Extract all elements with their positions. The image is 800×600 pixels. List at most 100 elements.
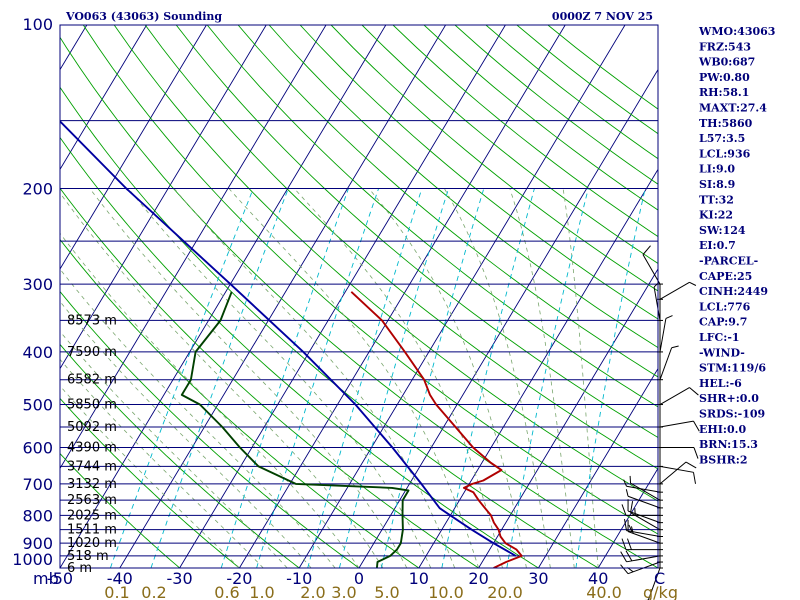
isotherm-line: [119, 25, 446, 568]
temperature-tick-label: -20: [226, 569, 252, 588]
moist-adiabat-line: [294, 188, 503, 568]
height-label: 518 m: [67, 549, 109, 564]
height-label: 1511 m: [67, 523, 117, 538]
mixing-ratio-tick-label: 40.0: [586, 583, 622, 600]
sounding-index-item: LCL:936: [699, 147, 751, 160]
height-label: 4390 m: [67, 441, 117, 456]
pressure-tick-label: 900: [22, 534, 53, 553]
mixing-ratio-tick-label: 20.0: [487, 583, 523, 600]
sounding-indices: WMO:43063 FRZ:543 WB0:687 PW:0.80 RH:58.1 MAX…: [698, 25, 775, 466]
sounding-index-item: SRDS:-109: [699, 408, 765, 421]
sounding-index-item: -PARCEL-: [699, 255, 758, 268]
sounding-index-item: -WIND-: [699, 346, 745, 359]
series-layer: [60, 119, 523, 568]
height-label: 8573 m: [67, 313, 117, 328]
isotherm-line: [538, 367, 658, 568]
isotherm-line: [239, 25, 566, 568]
sounding-index-item: SW:124: [699, 224, 746, 237]
sounding-index-item: MAXT:27.4: [699, 102, 767, 115]
temperature-tick-label: 10: [409, 569, 429, 588]
sounding-time: 0000Z 7 NOV 25: [552, 10, 653, 23]
height-labels: 8573 m 7590 m 6582 m 5850 m 5092 m 4390 m 3744…: [67, 313, 117, 576]
temperature-tick-label: -40: [107, 569, 133, 588]
sounding-index-item: KI:22: [699, 209, 733, 222]
isotherm-line: [298, 25, 626, 568]
height-label: 2563 m: [67, 493, 117, 508]
sounding-index-item: BSHR:2: [699, 453, 748, 466]
mixing-ratio-line: [307, 188, 423, 568]
parcel-profile-line: [60, 119, 517, 557]
sounding-index-item: CAP:9.7: [699, 316, 747, 329]
pressure-tick-label: 800: [22, 506, 53, 525]
height-label: 5092 m: [67, 420, 117, 435]
height-label: 5850 m: [67, 398, 117, 413]
isotherm-line: [597, 467, 658, 568]
sounding-index-item: FRZ:543: [699, 40, 751, 53]
temperature-axis: -50 -40 -30 -20 -10 0 10 20 30 40: [47, 569, 608, 588]
pressure-tick-label: 400: [22, 343, 53, 362]
mixing-ratio-line: [256, 188, 380, 568]
x-axis-unit: C: [654, 569, 665, 588]
height-label: 6 m: [67, 561, 92, 576]
sounding-index-item: TT:32: [699, 193, 734, 206]
mixing-ratio-tick-label: 0.2: [141, 583, 166, 600]
isotherm-line: [60, 25, 387, 568]
sounding-index-item: WB0:687: [698, 56, 755, 69]
isotherm-line: [179, 25, 506, 568]
mixing-ratio-tick-label: 0.1: [104, 583, 129, 600]
sounding-index-item: RH:58.1: [699, 86, 749, 99]
height-label: 1020 m: [67, 536, 117, 551]
height-label: 2025 m: [67, 508, 117, 523]
sounding-index-item: EI:0.7: [699, 239, 736, 252]
sounding-index-item: TH:5860: [699, 117, 753, 130]
isotherm-line: [60, 25, 267, 370]
sounding-index-item: LFC:-1: [699, 331, 740, 344]
isotherm-line: [418, 168, 658, 568]
moist-adiabat-line: [60, 232, 360, 568]
mixing-ratio-tick-label: 10.0: [428, 583, 464, 600]
mixing-ratio-tick-label: 2.0: [300, 583, 325, 600]
pressure-tick-label: 600: [22, 439, 53, 458]
sounding-index-item: CAPE:25: [699, 270, 752, 283]
wind-barb: [620, 550, 663, 563]
height-label: 6582 m: [67, 373, 117, 388]
sounding-index-item: L57:3.5: [699, 132, 745, 145]
height-label: 3132 m: [67, 477, 117, 492]
y-axis-unit: mb: [33, 569, 59, 588]
isotherm-line: [478, 268, 658, 568]
temperature-tick-label: 0: [354, 569, 364, 588]
sounding-index-item: PW:0.80: [699, 71, 750, 84]
temperature-tick-label: 30: [528, 569, 548, 588]
mixing-ratio-tick-label: 3.0: [331, 583, 356, 600]
isotherm-line: [60, 25, 207, 270]
pressure-tick-label: 500: [22, 396, 53, 415]
moist-adiabat-line: [173, 188, 456, 568]
pressure-tick-label: 100: [22, 15, 53, 34]
height-label: 7590 m: [67, 345, 117, 360]
mixing-ratio-tick-label: 5.0: [374, 583, 399, 600]
station-title: VO063 (43063) Sounding: [65, 10, 222, 23]
grid-layer: [60, 25, 658, 568]
height-label: 3744 m: [67, 459, 117, 474]
pressure-tick-label: 300: [22, 275, 53, 294]
temperature-tick-label: -10: [286, 569, 312, 588]
wind-barb-layer: [620, 245, 700, 600]
sounding-index-item: STM:119/6: [699, 362, 766, 375]
temperature-profile-line: [350, 291, 523, 568]
sounding-index-item: LCL:776: [699, 300, 751, 313]
sounding-index-item: BRN:15.3: [699, 438, 758, 451]
sounding-index-item: LI:9.0: [699, 163, 735, 176]
temperature-tick-label: -50: [47, 569, 73, 588]
pressure-tick-label: 700: [22, 475, 53, 494]
isotherm-line: [60, 25, 147, 171]
isotherm-line: [60, 25, 327, 470]
temperature-tick-label: 20: [468, 569, 488, 588]
sounding-index-item: SI:8.9: [699, 178, 735, 191]
temperature-tick-label: 40: [588, 569, 608, 588]
mixing-ratio-unit: g/kg: [643, 583, 678, 600]
sounding-index-item: EHI:0.0: [699, 423, 746, 436]
plot-frame: [59, 24, 659, 569]
dewpoint-profile-line: [180, 291, 410, 568]
